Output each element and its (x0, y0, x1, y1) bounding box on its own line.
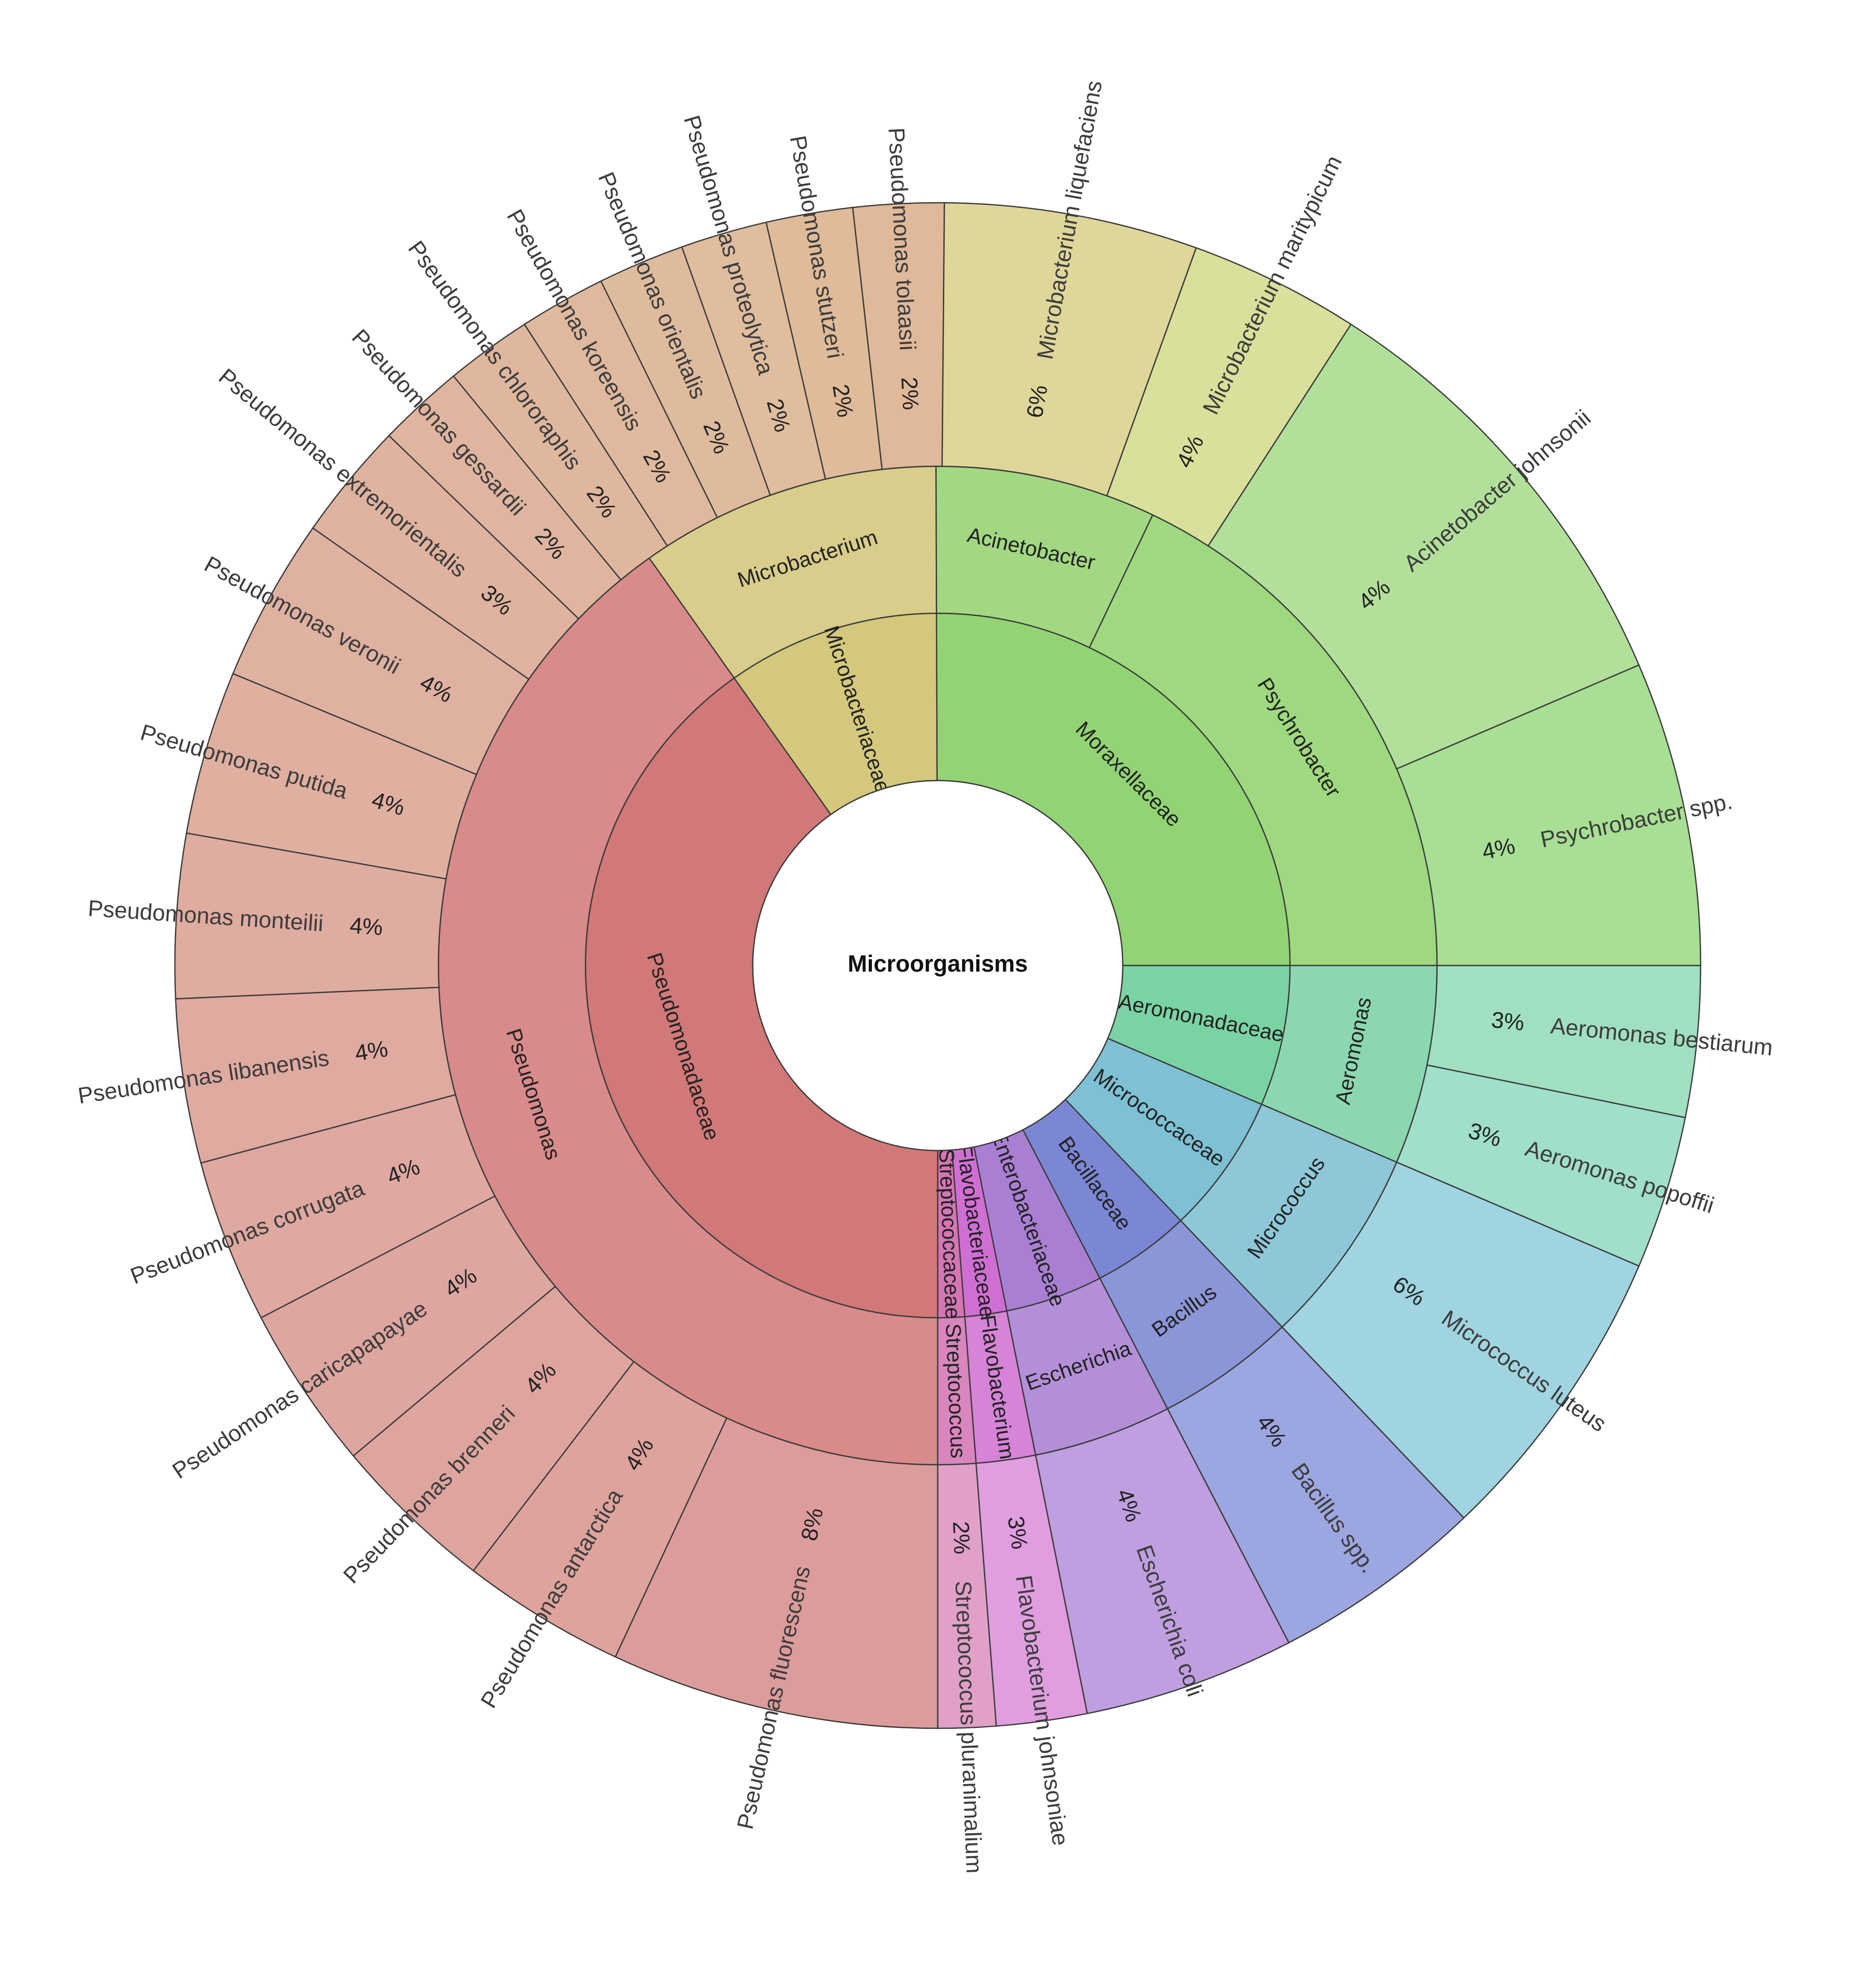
species-percent-aeromonas-bestiarum: 3% (1490, 1007, 1526, 1035)
center-hole (752, 780, 1124, 1152)
center-label: Microorganisms (848, 950, 1027, 977)
species-percent-pseudomonas-monteilii: 4% (349, 912, 384, 940)
species-percent-microbacterium-liquefaciens: 6% (1021, 383, 1053, 420)
species-ring (174, 202, 1702, 1729)
species-percent-streptococcus-pluranimalium: 2% (948, 1521, 975, 1555)
species-percent-flavobacterium-johnsoniae: 3% (1003, 1514, 1033, 1550)
species-percent-pseudomonas-tolaasii: 2% (896, 377, 924, 411)
species-percent-pseudomonas-libanensis: 4% (353, 1035, 390, 1066)
family-ring (584, 612, 1291, 1319)
species-segment-acinetobacter-johnsonii (1207, 323, 1640, 770)
species-segment-streptococcus-pluranimalium (937, 1462, 997, 1729)
species-percent-pseudomonas-stutzeri: 2% (828, 382, 859, 419)
genus-ring (437, 465, 1438, 1466)
genus-label-streptococcus: Streptococcus (941, 1323, 970, 1459)
